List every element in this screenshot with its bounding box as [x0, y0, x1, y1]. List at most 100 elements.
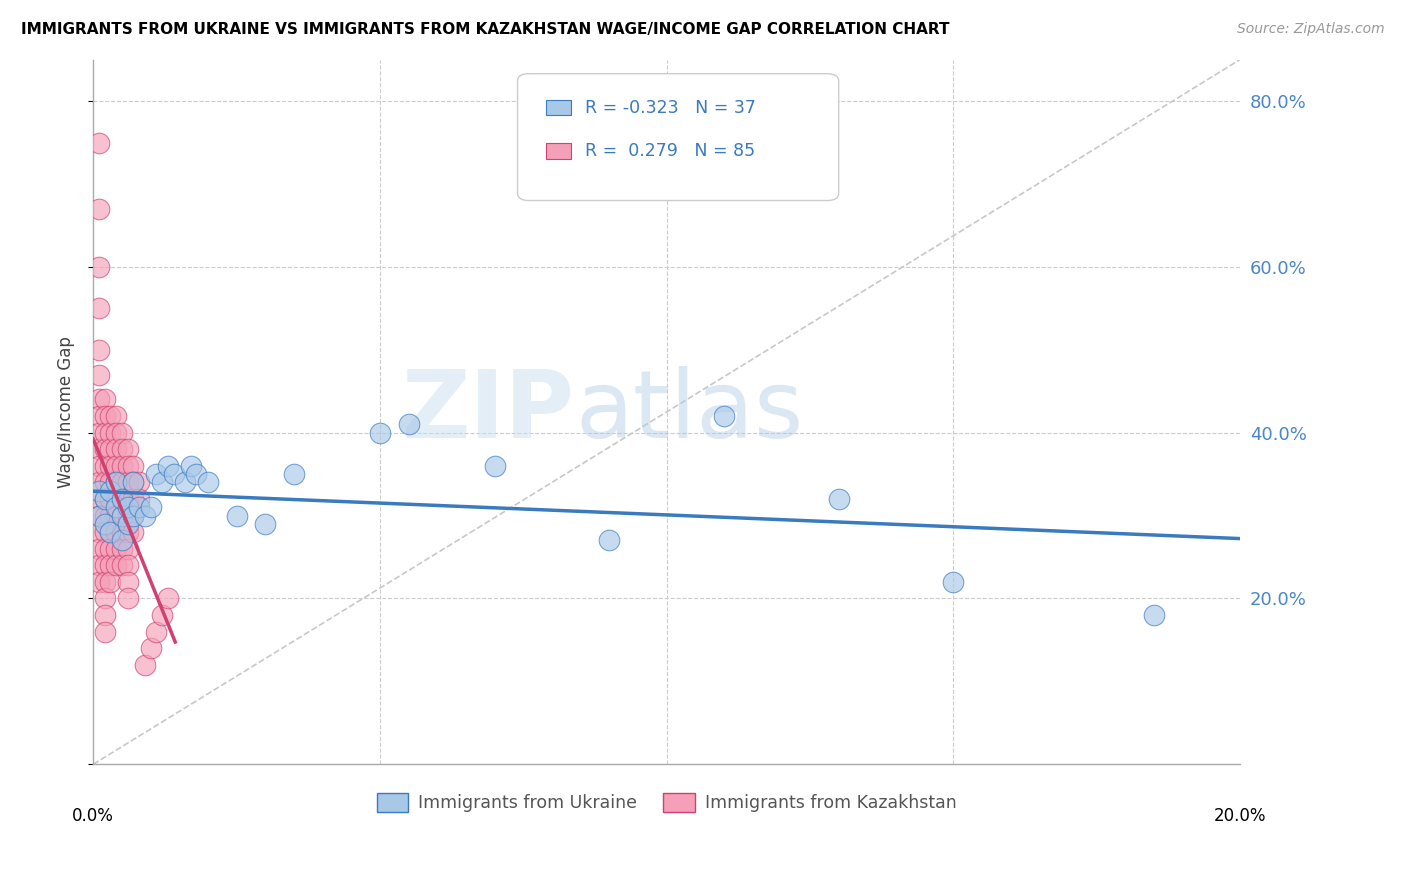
- Point: [93, 574, 115, 589]
- Point: [87, 368, 110, 382]
- Point: [122, 508, 145, 523]
- Point: [117, 458, 139, 473]
- Point: [100, 508, 122, 523]
- Text: IMMIGRANTS FROM UKRAINE VS IMMIGRANTS FROM KAZAKHSTAN WAGE/INCOME GAP CORRELATIO: IMMIGRANTS FROM UKRAINE VS IMMIGRANTS FR…: [21, 22, 949, 37]
- Point: [105, 500, 128, 515]
- Point: [87, 136, 110, 150]
- Point: [93, 624, 115, 639]
- Point: [87, 508, 110, 523]
- Point: [122, 508, 145, 523]
- Point: [105, 458, 128, 473]
- Point: [156, 591, 179, 606]
- Point: [122, 475, 145, 490]
- Point: [139, 500, 162, 515]
- Point: [122, 458, 145, 473]
- Point: [283, 467, 305, 482]
- Point: [100, 475, 122, 490]
- Point: [93, 475, 115, 490]
- Point: [100, 409, 122, 423]
- Text: 20.0%: 20.0%: [1213, 806, 1267, 824]
- Point: [180, 458, 202, 473]
- Point: [139, 641, 162, 656]
- Point: [105, 491, 128, 506]
- Point: [87, 409, 110, 423]
- Point: [197, 475, 219, 490]
- Point: [111, 508, 134, 523]
- Point: [117, 574, 139, 589]
- Point: [87, 525, 110, 540]
- Point: [174, 475, 197, 490]
- Point: [87, 392, 110, 407]
- Point: [87, 541, 110, 556]
- Point: [100, 458, 122, 473]
- Point: [111, 458, 134, 473]
- FancyBboxPatch shape: [546, 144, 571, 159]
- Point: [105, 508, 128, 523]
- Point: [111, 442, 134, 457]
- FancyBboxPatch shape: [546, 100, 571, 115]
- Point: [225, 508, 247, 523]
- Point: [93, 409, 115, 423]
- Text: atlas: atlas: [575, 366, 803, 458]
- Point: [100, 525, 122, 540]
- Y-axis label: Wage/Income Gap: Wage/Income Gap: [58, 336, 75, 488]
- FancyBboxPatch shape: [517, 74, 838, 201]
- Point: [105, 475, 128, 490]
- Text: ZIP: ZIP: [402, 366, 575, 458]
- Point: [105, 525, 128, 540]
- Text: R =  0.279   N = 85: R = 0.279 N = 85: [585, 142, 755, 161]
- Point: [105, 558, 128, 573]
- Point: [93, 516, 115, 531]
- Point: [87, 301, 110, 316]
- Point: [93, 442, 115, 457]
- Point: [93, 591, 115, 606]
- Point: [100, 491, 122, 506]
- Point: [942, 574, 965, 589]
- Point: [105, 409, 128, 423]
- Point: [111, 491, 134, 506]
- Point: [87, 491, 110, 506]
- Point: [105, 425, 128, 440]
- Text: R = -0.323   N = 37: R = -0.323 N = 37: [585, 98, 756, 117]
- Point: [1143, 608, 1166, 623]
- Point: [145, 624, 167, 639]
- Point: [93, 458, 115, 473]
- Point: [117, 491, 139, 506]
- Legend: Immigrants from Ukraine, Immigrants from Kazakhstan: Immigrants from Ukraine, Immigrants from…: [370, 786, 963, 819]
- Point: [100, 558, 122, 573]
- Point: [93, 491, 115, 506]
- Point: [122, 491, 145, 506]
- Point: [122, 475, 145, 490]
- Point: [368, 425, 391, 440]
- Point: [105, 541, 128, 556]
- Point: [111, 541, 134, 556]
- Point: [111, 475, 134, 490]
- Point: [87, 558, 110, 573]
- Point: [150, 475, 173, 490]
- Point: [87, 442, 110, 457]
- Point: [93, 425, 115, 440]
- Point: [93, 508, 115, 523]
- Point: [713, 409, 735, 423]
- Point: [117, 541, 139, 556]
- Point: [134, 508, 156, 523]
- Point: [87, 260, 110, 274]
- Point: [117, 558, 139, 573]
- Point: [93, 608, 115, 623]
- Point: [100, 574, 122, 589]
- Point: [111, 508, 134, 523]
- Point: [117, 525, 139, 540]
- Point: [111, 525, 134, 540]
- Point: [93, 491, 115, 506]
- Text: 0.0%: 0.0%: [72, 806, 114, 824]
- Point: [128, 500, 150, 515]
- Point: [117, 591, 139, 606]
- Text: Source: ZipAtlas.com: Source: ZipAtlas.com: [1237, 22, 1385, 37]
- Point: [87, 475, 110, 490]
- Point: [117, 508, 139, 523]
- Point: [87, 202, 110, 216]
- Point: [93, 558, 115, 573]
- Point: [117, 500, 139, 515]
- Point: [150, 608, 173, 623]
- Point: [111, 558, 134, 573]
